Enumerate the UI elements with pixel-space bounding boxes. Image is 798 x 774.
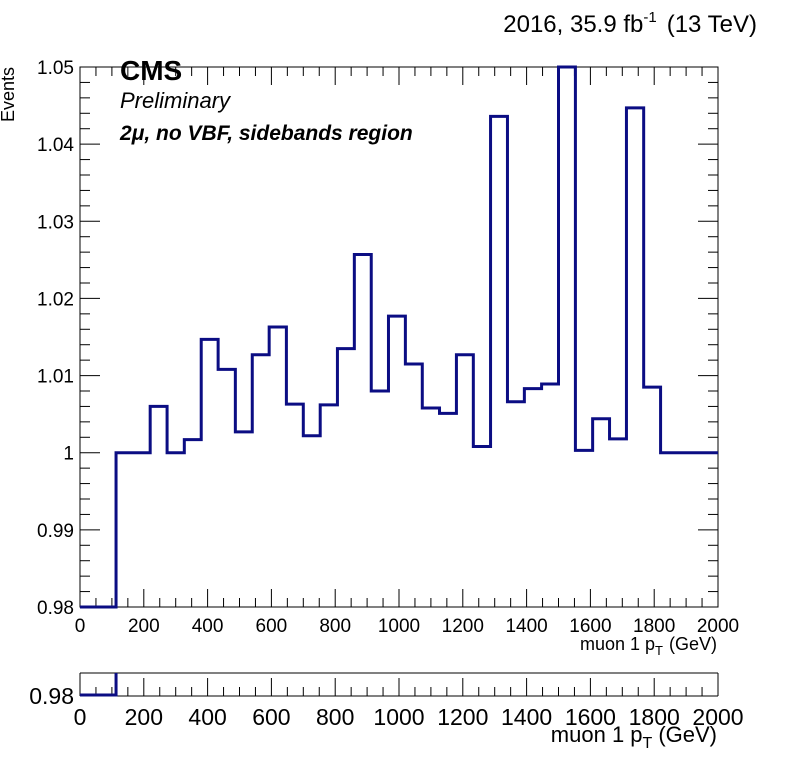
ratio-x-tick-label: 2000: [692, 704, 743, 730]
ratio-x-tick-label: 400: [188, 704, 226, 730]
x-tick-label: 1600: [569, 616, 611, 637]
y-tick-label: 1.05: [37, 58, 74, 79]
ratio-x-tick-label: 0: [74, 704, 87, 730]
lumi-label: 2016, 35.9 fb-1 (13 TeV): [503, 9, 757, 38]
ratio-x-title-main: muon 1 p: [551, 722, 643, 747]
ratio-x-tick-label: 1400: [501, 704, 552, 730]
x-tick-label: 1800: [633, 616, 675, 637]
x-tick-label: 200: [128, 616, 160, 637]
main-x-title-main: muon 1 p: [580, 634, 655, 654]
histogram-line: [80, 65, 718, 609]
x-tick-label: 1400: [505, 616, 547, 637]
x-tick-label: 600: [256, 616, 288, 637]
y-tick-label: 1.02: [37, 289, 74, 310]
x-tick-label: 1000: [378, 616, 420, 637]
ratio-x-tick-label: 1200: [437, 704, 488, 730]
y-tick-label: 1.01: [37, 367, 74, 388]
lumi-energy: (13 TeV): [667, 11, 757, 38]
ratio-x-title-unit: (GeV): [658, 722, 717, 747]
region-prefix: 2: [119, 122, 132, 145]
x-tick-label: 2000: [697, 616, 739, 637]
ratio-x-title-sub: T: [643, 735, 653, 752]
x-tick-label: 400: [192, 616, 224, 637]
ratio-x-tick-label: 1800: [629, 704, 680, 730]
main-x-title-sub: T: [655, 643, 663, 658]
main-x-title-unit: (GeV): [669, 634, 717, 654]
ratio-x-tick-label: 200: [125, 704, 163, 730]
y-tick-label: 0.98: [37, 598, 74, 619]
lumi-prefix: 2016, 35.9 fb: [503, 11, 643, 38]
main-plot: 0 200 400 600 800 1000 1200 1400 1600 1800 2000 0.9…: [37, 58, 739, 637]
main-plot-frame: [79, 66, 719, 608]
ratio-x-tick-label: 800: [316, 704, 354, 730]
ratio-plot: 0 200 400 600 800 1000 1200 1400 1600 1800 2000 0.9…: [29, 672, 744, 730]
experiment-label: CMS: [120, 55, 182, 86]
x-tick-label: 1200: [442, 616, 484, 637]
y-tick-label: 1: [63, 444, 74, 465]
ratio-y-tick-label: 0.98: [29, 683, 74, 709]
region-label: 2μ, no VBF, sidebands region: [119, 122, 413, 145]
y-tick-label: 1.04: [37, 135, 74, 156]
ratio-x-tick-label: 1600: [565, 704, 616, 730]
status-label: Preliminary: [120, 88, 232, 113]
main-y-axis-title: Events: [0, 67, 18, 122]
ratio-x-tick-label: 600: [252, 704, 290, 730]
ratio-x-tick-label: 1000: [373, 704, 424, 730]
ratio-x-axis-title: muon 1 pT (GeV): [551, 722, 717, 752]
x-tick-label: 800: [319, 616, 351, 637]
y-tick-label: 0.99: [37, 521, 74, 542]
region-suffix: , no VBF, sidebands region: [143, 122, 412, 145]
main-x-axis-title: muon 1 pT (GeV): [580, 634, 717, 658]
region-symbol: μ: [131, 122, 145, 145]
ratio-histogram-line: [80, 673, 118, 697]
lumi-exponent: -1: [643, 9, 656, 26]
y-tick-label: 1.03: [37, 212, 74, 233]
x-tick-label: 0: [75, 616, 86, 637]
